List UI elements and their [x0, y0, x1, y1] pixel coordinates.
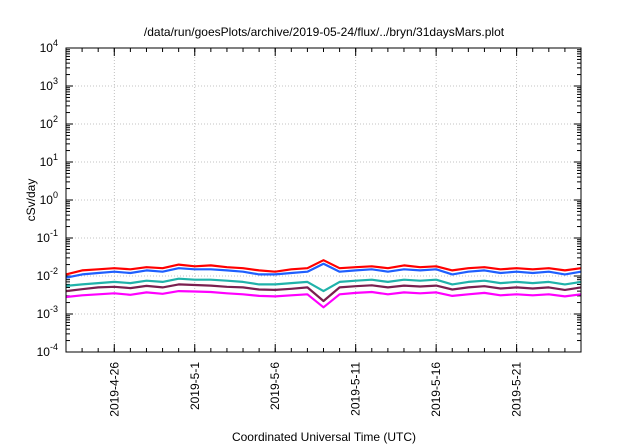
x-axis-ticks: 2019-4-26 2019-5-1 2019-5-6 2019-5-11 2019-5…	[81, 48, 566, 417]
y-tick-label: 101	[40, 152, 58, 169]
y-tick-label: 100	[40, 190, 58, 207]
y-axis-label: cSv/day	[24, 179, 38, 222]
series-lines	[65, 259, 582, 309]
grid-lines	[66, 48, 581, 352]
series-line-5	[65, 290, 582, 309]
x-tick-label: 2019-5-21	[510, 362, 524, 417]
chart-title: /data/run/goesPlots/archive/2019-05-24/f…	[144, 25, 505, 39]
x-tick-label: 2019-5-16	[429, 362, 443, 417]
y-tick-label: 104	[40, 38, 58, 55]
x-tick-label: 2019-4-26	[107, 362, 121, 417]
y-tick-label: 10-3	[37, 304, 58, 321]
series-line-2	[65, 262, 582, 279]
x-tick-label: 2019-5-1	[188, 362, 202, 410]
y-tick-label: 10-4	[37, 342, 58, 359]
x-tick-label: 2019-5-11	[349, 362, 363, 416]
series-line-4	[65, 283, 582, 303]
x-axis-label: Coordinated Universal Time (UTC)	[232, 430, 416, 444]
x-tick-label: 2019-5-6	[268, 362, 282, 410]
series-line-3	[65, 277, 582, 293]
y-tick-label: 10-1	[37, 228, 58, 245]
y-axis-ticks: 10-4 10-3 10-2 10-1 100 101 102 103 104	[37, 38, 581, 359]
y-tick-label: 102	[40, 114, 58, 131]
y-tick-label: 10-2	[37, 266, 58, 283]
series-line-1	[65, 259, 582, 276]
plot-frame	[65, 47, 582, 353]
y-tick-label: 103	[40, 76, 58, 93]
